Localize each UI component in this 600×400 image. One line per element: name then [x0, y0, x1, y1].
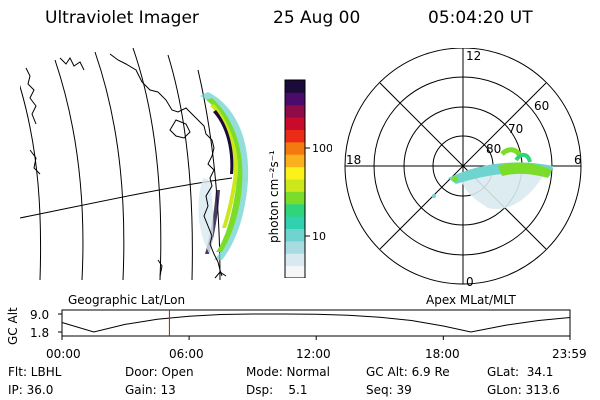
- colorbar-tick-10: 10: [312, 230, 326, 243]
- time-tick-0600: 06:00: [169, 347, 204, 361]
- mlt-label-12: 12: [466, 49, 481, 63]
- colorbar-swatch: [285, 265, 305, 278]
- date-label: 25 Aug 00: [273, 8, 361, 28]
- meridian-line: [167, 54, 193, 280]
- colorbar-swatch: [285, 129, 305, 143]
- mlt-label-6: 6: [574, 153, 582, 167]
- mlt-label-18: 18: [346, 153, 361, 167]
- dsp-readout: Dsp: 5.1: [246, 383, 308, 397]
- geo-lon-readout: GLon: 313.6: [487, 383, 560, 397]
- colorbar-swatch: [285, 141, 305, 155]
- geographic-map-panel: [20, 47, 249, 280]
- mlt-label-0: 0: [466, 275, 474, 289]
- geo-lat-readout: GLat: 34.1: [487, 365, 554, 379]
- meridian-line: [132, 47, 162, 280]
- time-tick-2359: 23:59: [552, 347, 587, 361]
- orbit-altitude-plot: GC Alt 9.0 1.8: [6, 307, 571, 345]
- coastline: [25, 53, 227, 279]
- filter-readout: Flt: LBHL: [8, 365, 62, 379]
- colorbar-swatch: [285, 104, 305, 118]
- colorbar: 100 10 photon cm⁻²s⁻¹: [267, 79, 332, 278]
- orbit-ytick-low: 1.8: [30, 326, 49, 340]
- colorbar-swatch: [285, 240, 305, 254]
- polar-panel-label: Apex MLat/MLT: [426, 293, 516, 307]
- meridian-line: [54, 59, 84, 280]
- colorbar-swatch: [285, 191, 305, 205]
- mlat-label-60: 60: [534, 99, 549, 113]
- colorbar-tick-100: 100: [312, 142, 332, 155]
- door-readout: Door: Open: [125, 365, 194, 379]
- colorbar-swatch: [285, 117, 305, 130]
- time-label: 05:04:20 UT: [428, 8, 533, 28]
- meridian-line: [20, 79, 42, 280]
- colorbar-swatch: [285, 203, 305, 217]
- geographic-panel-label: Geographic Lat/Lon: [68, 293, 186, 307]
- time-tick-0000: 00:00: [46, 347, 81, 361]
- polar-aurora-emission: [432, 147, 553, 210]
- mlat-label-80: 80: [486, 142, 501, 156]
- gc-alt-readout: GC Alt: 6.9 Re: [366, 365, 450, 379]
- colorbar-swatch: [285, 179, 305, 192]
- colorbar-swatch: [285, 154, 305, 168]
- meridian-line: [94, 51, 125, 280]
- mode-readout: Mode: Normal: [246, 365, 330, 379]
- time-tick-1200: 12:00: [296, 347, 331, 361]
- colorbar-swatch: [285, 92, 305, 106]
- gain-readout: Gain: 13: [125, 383, 176, 397]
- sequence-readout: Seq: 39: [366, 383, 412, 397]
- time-tick-1800: 18:00: [425, 347, 460, 361]
- aurora-emission: [198, 92, 249, 260]
- mlat-label-70: 70: [508, 122, 523, 136]
- orbit-ylabel: GC Alt: [6, 307, 20, 345]
- colorbar-swatch: [285, 80, 305, 93]
- altitude-curve: [61, 313, 571, 333]
- colorbar-unit-label: photon cm⁻²s⁻¹: [267, 150, 281, 243]
- colorbar-scale: [285, 80, 305, 278]
- colorbar-swatch: [285, 216, 305, 229]
- orbit-ytick-high: 9.0: [30, 308, 49, 322]
- instrument-title: Ultraviolet Imager: [45, 8, 199, 28]
- colorbar-swatch: [285, 166, 305, 180]
- polar-mlat-mlt-plot: 12 18 6 0 60 70 80: [344, 48, 582, 289]
- ip-readout: IP: 36.0: [8, 383, 54, 397]
- colorbar-swatch: [285, 228, 305, 242]
- colorbar-swatch: [285, 253, 305, 267]
